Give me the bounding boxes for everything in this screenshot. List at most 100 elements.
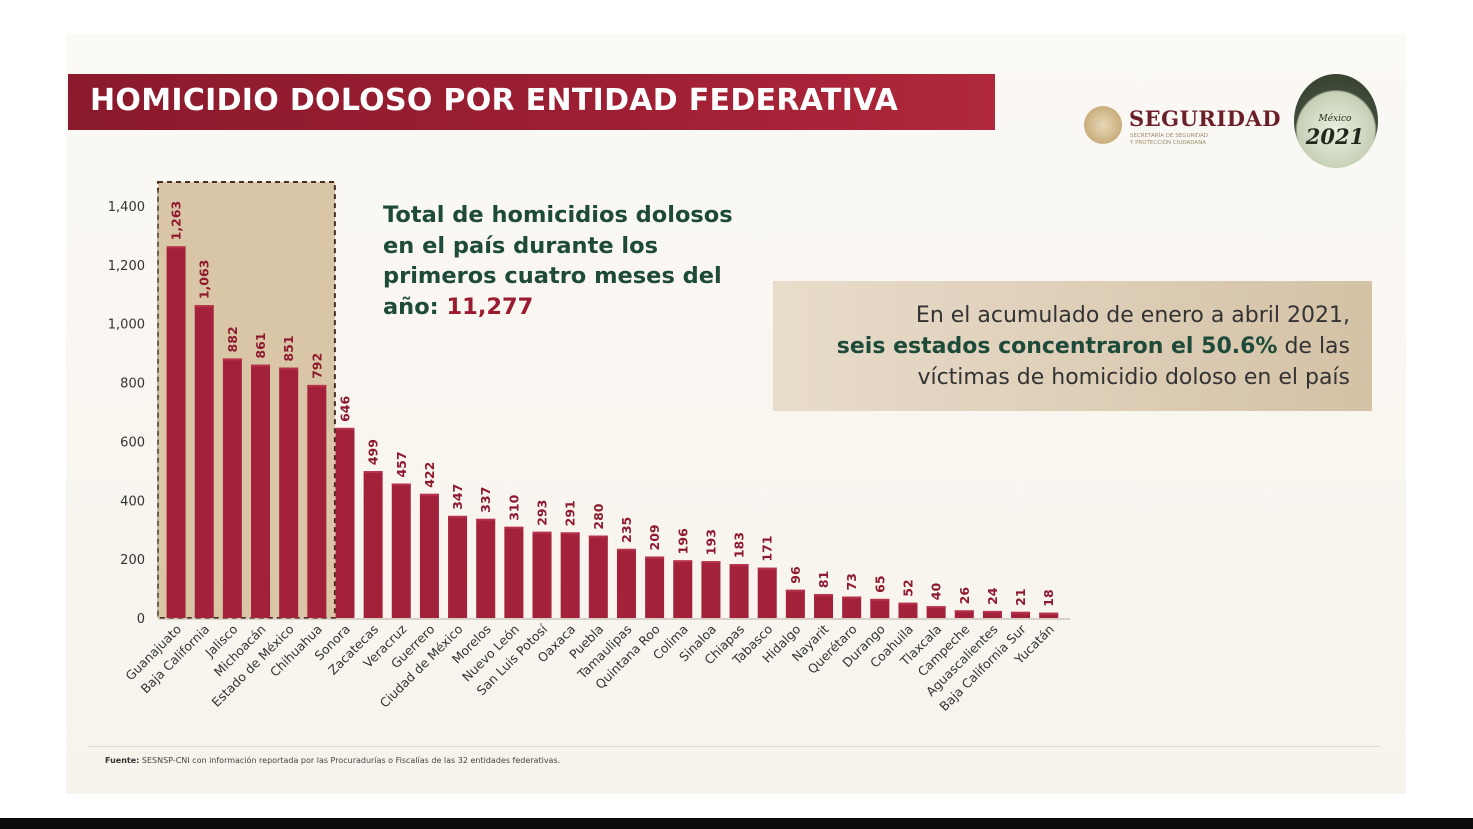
bar-cap	[785, 589, 805, 592]
data-label: 347	[450, 484, 465, 510]
source-label: Fuente:	[105, 756, 140, 765]
data-label: 422	[422, 462, 437, 488]
total-note: Total de homicidios dolosos en el país d…	[383, 200, 763, 322]
bar-cap	[166, 246, 186, 249]
bar-cap	[898, 602, 918, 605]
bar-cap	[279, 367, 299, 370]
bar	[616, 548, 636, 618]
summary-line-2: seis estados concentraron el 50.6% de la…	[837, 331, 1350, 362]
bar	[898, 602, 918, 618]
bar	[391, 483, 411, 618]
bar-cap	[616, 548, 636, 551]
bar	[588, 535, 608, 618]
data-label: 280	[591, 503, 606, 529]
summary-line-2-rest: de las	[1277, 334, 1350, 359]
bar-cap	[307, 384, 327, 387]
year-2021-badge-icon: México 2021	[1294, 74, 1378, 168]
bar-cap	[1011, 611, 1031, 614]
data-label: 18	[1041, 589, 1056, 606]
bar	[476, 518, 496, 618]
bar	[673, 560, 693, 618]
bar-cap	[194, 305, 214, 308]
data-label: 861	[253, 333, 268, 359]
data-label: 40	[929, 583, 944, 601]
bar-cap	[448, 515, 468, 518]
data-label: 851	[281, 335, 296, 361]
data-label: 73	[844, 573, 859, 590]
data-label: 235	[619, 517, 634, 543]
y-tick-label: 200	[120, 553, 145, 568]
bar-cap	[251, 364, 271, 367]
bar	[279, 367, 299, 618]
bar	[842, 596, 862, 618]
bar	[251, 364, 271, 618]
bar-cap	[532, 531, 552, 534]
data-label: 293	[535, 500, 550, 526]
bar	[194, 305, 214, 618]
data-label: 52	[900, 579, 915, 596]
bar-cap	[814, 594, 834, 597]
year-badge-year: 2021	[1305, 124, 1365, 149]
summary-callout: En el acumulado de enero a abril 2021, s…	[773, 281, 1372, 411]
source-divider	[88, 746, 1380, 747]
bar-cap	[363, 471, 383, 474]
summary-line-3: víctimas de homicidio doloso en el país	[917, 365, 1350, 390]
agency-subtitle: SECRETARÍA DE SEGURIDAD Y PROTECCIÓN CIU…	[1130, 133, 1208, 147]
bar	[814, 594, 834, 618]
bar	[757, 567, 777, 618]
bar	[307, 384, 327, 618]
bar	[504, 526, 524, 618]
bar	[222, 358, 242, 618]
bar	[701, 561, 721, 618]
total-note-text: Total de homicidios dolosos en el país d…	[383, 202, 733, 320]
y-tick-label: 1,000	[108, 318, 145, 333]
bar	[166, 246, 186, 618]
bar	[645, 556, 665, 618]
data-label: 81	[816, 571, 831, 588]
bar-cap	[476, 518, 496, 521]
highlight-region	[157, 181, 336, 619]
bar	[1039, 612, 1059, 618]
bar	[419, 493, 439, 618]
bar-cap	[560, 532, 580, 535]
summary-highlight: seis estados concentraron el 50.6%	[836, 334, 1278, 359]
source-text: SESNSP-CNI con información reportada por…	[139, 756, 561, 765]
bar-cap	[645, 556, 665, 559]
national-seal-icon	[1084, 106, 1122, 144]
title-bar: HOMICIDIO DOLOSO POR ENTIDAD FEDERATIVA	[68, 74, 995, 130]
data-label: 337	[478, 487, 493, 513]
bar-cap	[419, 493, 439, 496]
summary-line-1: En el acumulado de enero a abril 2021,	[915, 303, 1350, 328]
data-label: 1,263	[169, 201, 184, 241]
screen-bottom-edge	[0, 818, 1473, 829]
data-label: 1,063	[197, 260, 212, 300]
bar-cap	[588, 535, 608, 538]
bar	[926, 606, 946, 618]
bar	[870, 598, 890, 618]
data-label: 646	[337, 395, 352, 421]
data-label: 24	[985, 587, 1000, 605]
agency-subtitle-line-1: SECRETARÍA DE SEGURIDAD	[1130, 133, 1209, 139]
data-label: 171	[760, 536, 775, 562]
y-tick-label: 1,400	[108, 200, 145, 215]
seguridad-logo: SEGURIDAD SECRETARÍA DE SEGURIDAD Y PROT…	[1084, 104, 1284, 150]
agency-subtitle-line-2: Y PROTECCIÓN CIUDADANA	[1130, 140, 1207, 146]
y-tick-label: 1,200	[108, 259, 145, 274]
bar	[363, 471, 383, 618]
page-title: HOMICIDIO DOLOSO POR ENTIDAD FEDERATIVA	[90, 83, 899, 118]
data-label: 499	[366, 439, 381, 465]
bar	[954, 610, 974, 618]
bar	[785, 589, 805, 618]
data-label: 882	[225, 326, 240, 352]
data-label: 196	[675, 528, 690, 554]
bar	[560, 532, 580, 618]
year-badge-label: México	[1318, 114, 1352, 124]
bar-cap	[982, 610, 1002, 613]
data-label: 21	[1013, 588, 1028, 605]
bar-cap	[335, 427, 355, 430]
data-label: 310	[506, 494, 521, 520]
y-tick-label: 400	[120, 494, 145, 509]
summary-text: En el acumulado de enero a abril 2021, s…	[837, 300, 1350, 393]
